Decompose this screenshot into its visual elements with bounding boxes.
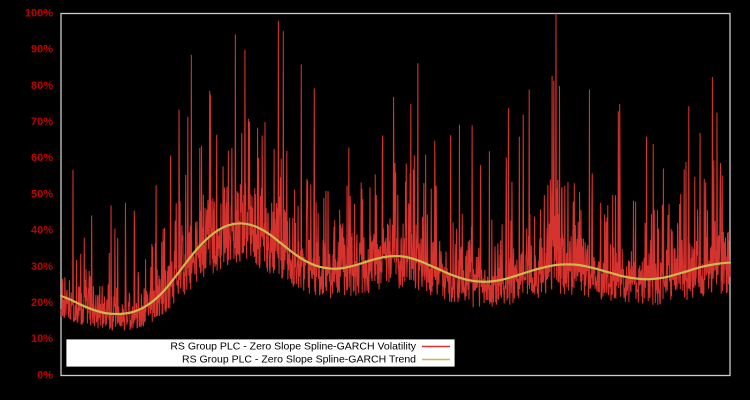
y-tick-50%: 50% — [31, 188, 53, 200]
plot-frame — [60, 12, 731, 377]
y-tick-80%: 80% — [31, 80, 53, 92]
series-volatility — [60, 13, 731, 331]
y-tick-0%: 0% — [37, 369, 53, 381]
legend-label-volatility: RS Group PLC - Zero Slope Spline-GARCH V… — [170, 340, 416, 352]
legend-box — [65, 338, 456, 368]
series-layer — [59, 13, 732, 331]
volatility-line — [60, 13, 731, 331]
series-trend — [59, 222, 732, 316]
y-axis-tick-labels: 0% 10% 20% 30% 40% 50% 60% 70% 80% 90% 100% — [25, 7, 53, 381]
y-tick-100%: 100% — [25, 7, 53, 19]
y-tick-40%: 40% — [31, 225, 53, 237]
chart-legend[interactable]: RS Group PLC - Zero Slope Spline-GARCH V… — [65, 338, 456, 368]
y-tick-60%: 60% — [31, 152, 53, 164]
y-tick-20%: 20% — [31, 297, 53, 309]
legend-label-trend: RS Group PLC - Zero Slope Spline-GARCH T… — [182, 353, 416, 365]
y-tick-10%: 10% — [31, 333, 53, 345]
y-tick-90%: 90% — [31, 44, 53, 56]
y-tick-70%: 70% — [31, 116, 53, 128]
y-tick-30%: 30% — [31, 261, 53, 273]
